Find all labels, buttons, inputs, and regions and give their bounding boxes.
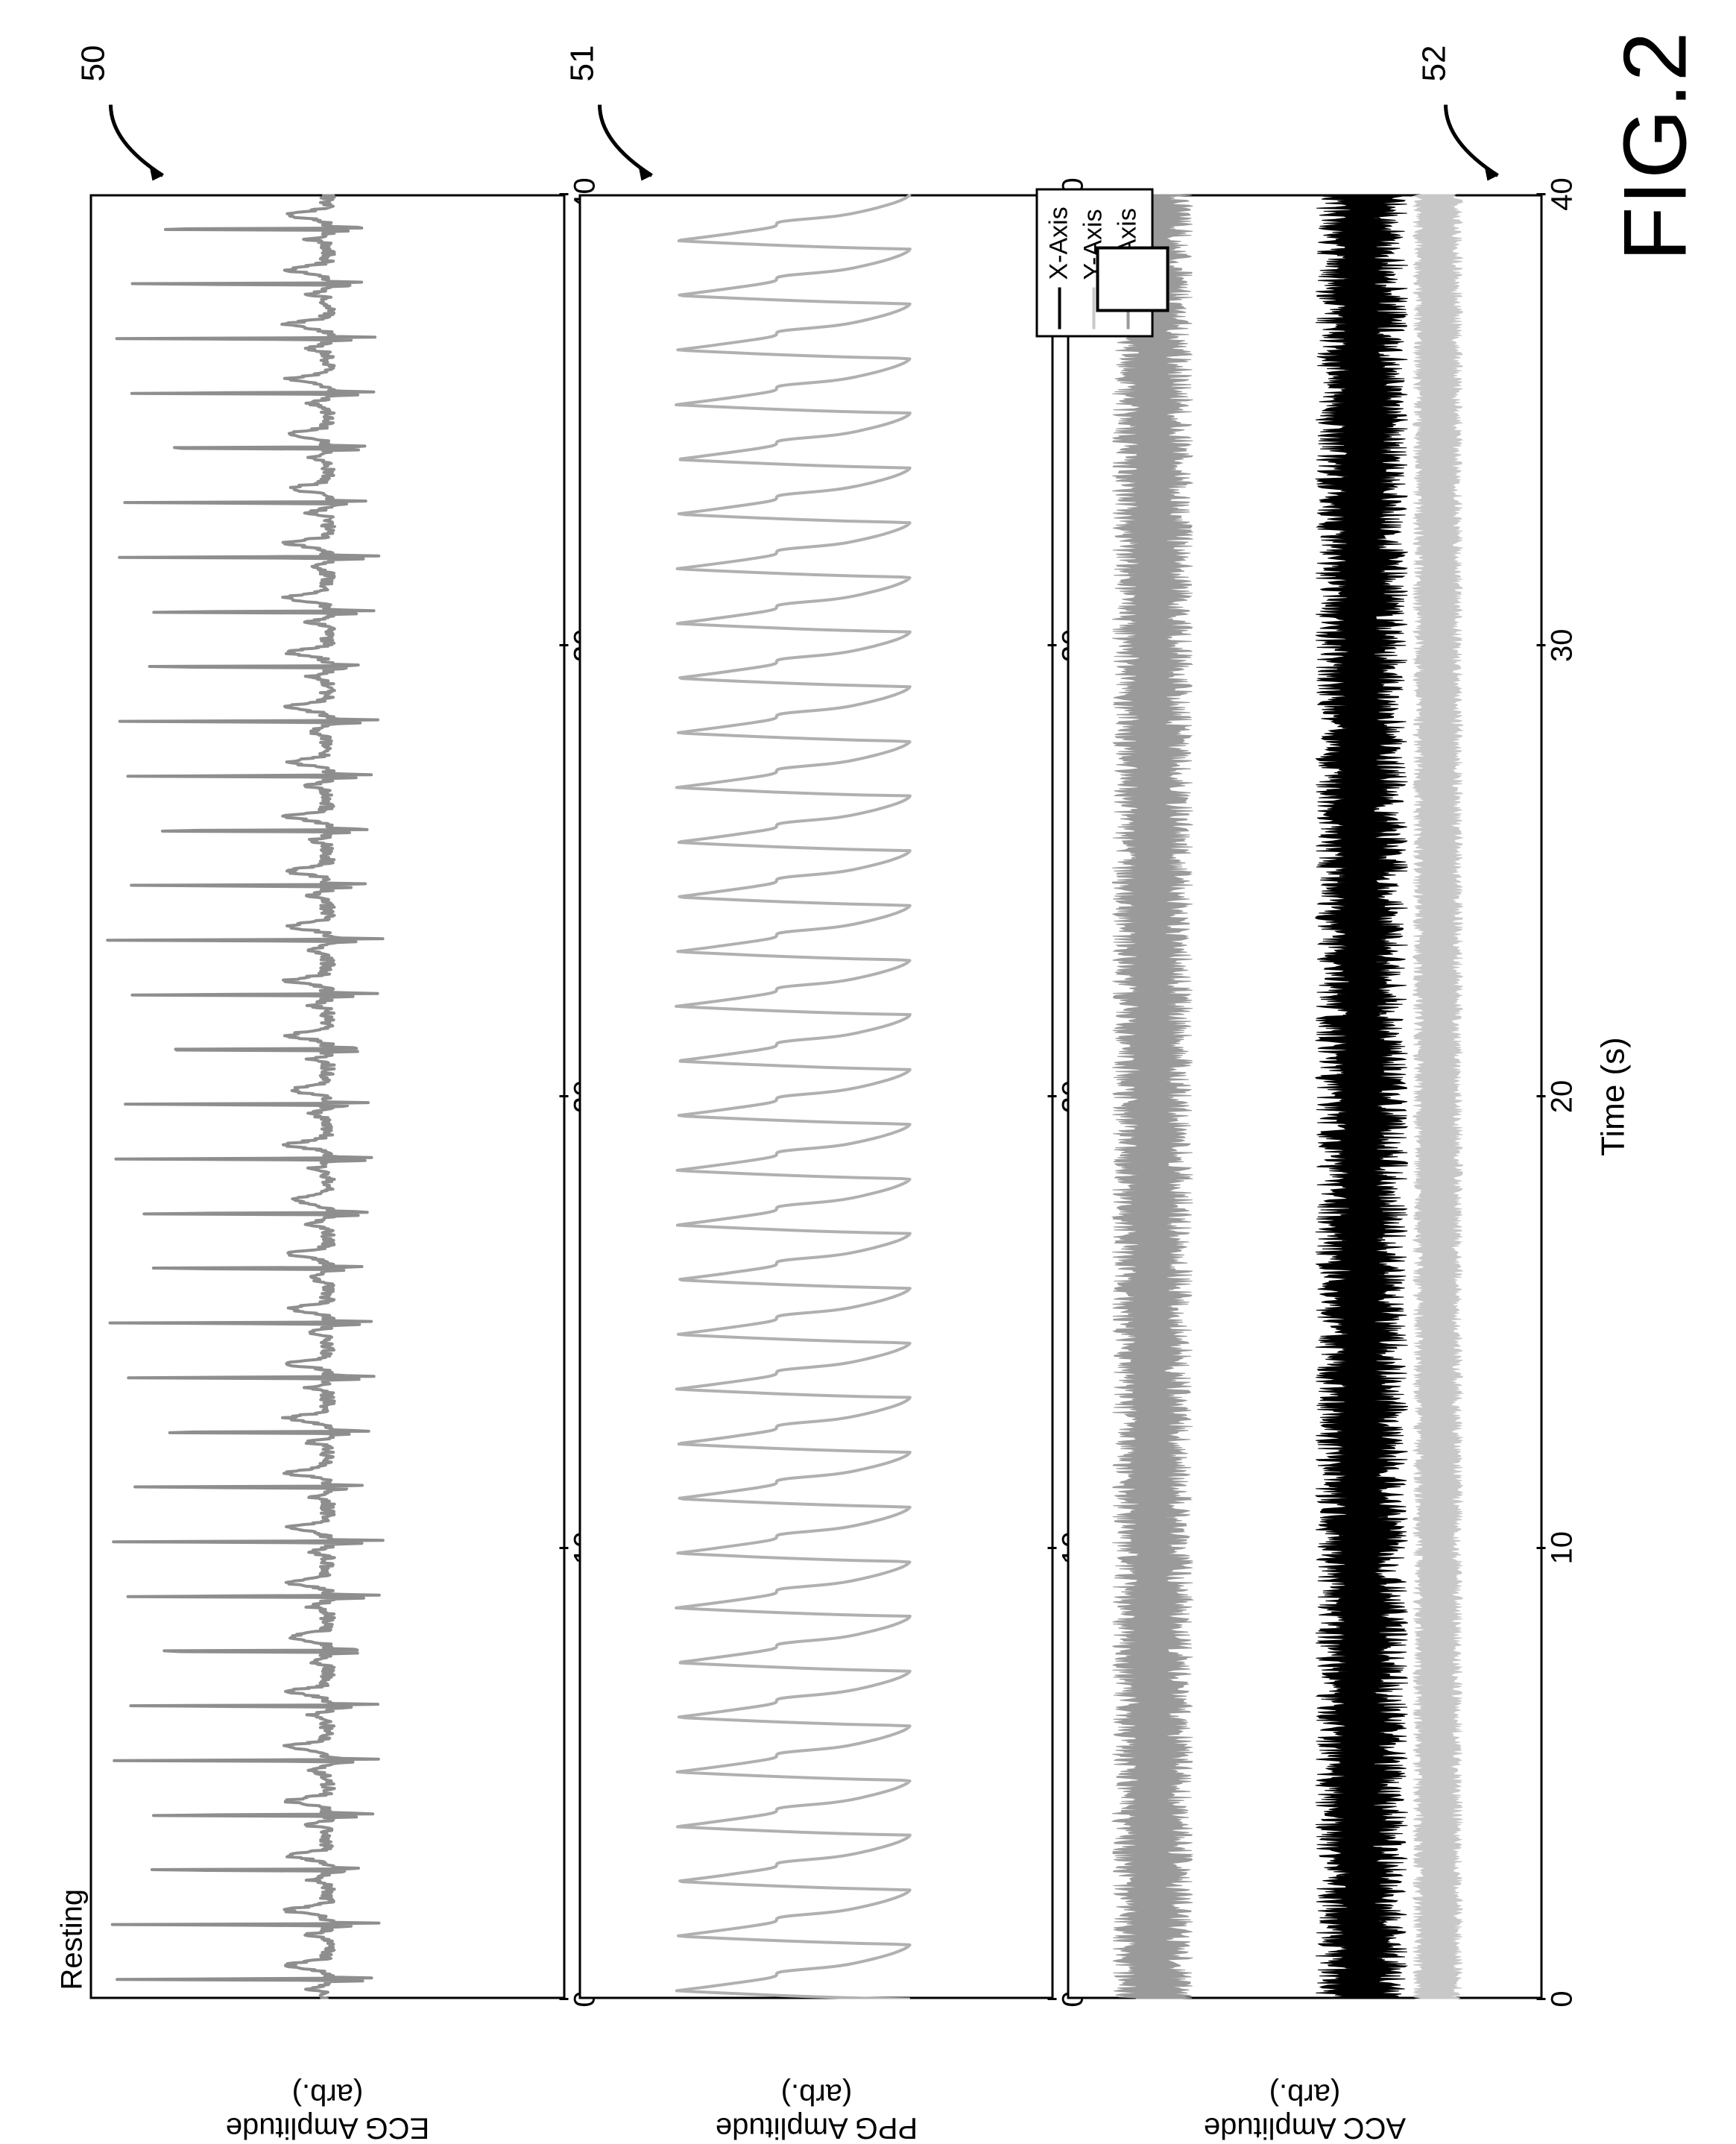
panel-ecg: RestingECG Amplitude (arb.)01020304050 xyxy=(89,194,565,1999)
xtick-label: 20 xyxy=(1545,1079,1579,1113)
callout-arrow-ppg xyxy=(592,97,681,186)
panel-ppg: PPG Amplitude (arb.)01020304051 xyxy=(578,194,1054,1999)
xtick-mark xyxy=(1047,1546,1056,1548)
xtick-mark xyxy=(559,644,568,646)
callout-number-ecg: 50 xyxy=(75,45,112,81)
plot-svg-acc xyxy=(1067,194,1542,1999)
callout-arrow-acc xyxy=(1438,97,1527,186)
xtick-mark xyxy=(1047,1998,1056,2000)
xtick-mark xyxy=(1047,1095,1056,1097)
legend-row: X-Axis xyxy=(1042,196,1076,329)
ylabel-acc: ACC Amplitude (arb.) xyxy=(1193,2077,1416,2144)
panel-acc: ACC Amplitude (arb.)010203040Time (s)52X… xyxy=(1067,194,1542,1999)
ylabel-ppg: PPG Amplitude (arb.) xyxy=(704,2077,928,2144)
xtick-mark xyxy=(1536,644,1545,646)
page: RestingECG Amplitude (arb.)01020304050PP… xyxy=(0,0,1736,2133)
overall-title: Resting xyxy=(55,1888,89,1990)
xtick-mark xyxy=(559,193,568,195)
figure-caption: FIG.2 xyxy=(1603,30,1706,261)
callout-arrow-ecg xyxy=(103,97,192,186)
xtick-mark xyxy=(1536,1095,1545,1097)
xtick-label: 40 xyxy=(1545,177,1579,211)
xtick-mark xyxy=(1536,1998,1545,2000)
plot-svg-ppg xyxy=(578,194,1054,1999)
xtick-label: 0 xyxy=(1545,1990,1579,2007)
xtick-mark xyxy=(1536,1546,1545,1548)
xtick-mark xyxy=(1536,193,1545,195)
waveform-ppg xyxy=(675,194,909,1999)
xticks-acc: 010203040 xyxy=(1545,194,1581,1999)
xtick-mark xyxy=(559,1095,568,1097)
callout-number-ppg: 51 xyxy=(564,45,601,81)
plot-svg-ecg xyxy=(89,194,565,1999)
legend-swatch xyxy=(1092,287,1095,329)
legend-label: X-Axis xyxy=(1042,206,1076,280)
rotated-stage: RestingECG Amplitude (arb.)01020304050PP… xyxy=(0,0,1736,2133)
ylabel-ecg: ECG Amplitude (arb.) xyxy=(215,2077,439,2144)
xlabel: Time (s) xyxy=(1594,1037,1632,1156)
legend-swatch xyxy=(1058,287,1061,329)
xtick-mark xyxy=(559,1998,568,2000)
callout-number-acc: 52 xyxy=(1415,45,1453,81)
xtick-mark xyxy=(559,1546,568,1548)
xtick-mark xyxy=(1047,644,1056,646)
xtick-label: 10 xyxy=(1545,1531,1579,1565)
waveform-ecg xyxy=(107,194,383,1999)
callout-frame xyxy=(1096,246,1169,312)
panels-container: RestingECG Amplitude (arb.)01020304050PP… xyxy=(89,194,1542,1999)
xtick-label: 30 xyxy=(1545,628,1579,662)
